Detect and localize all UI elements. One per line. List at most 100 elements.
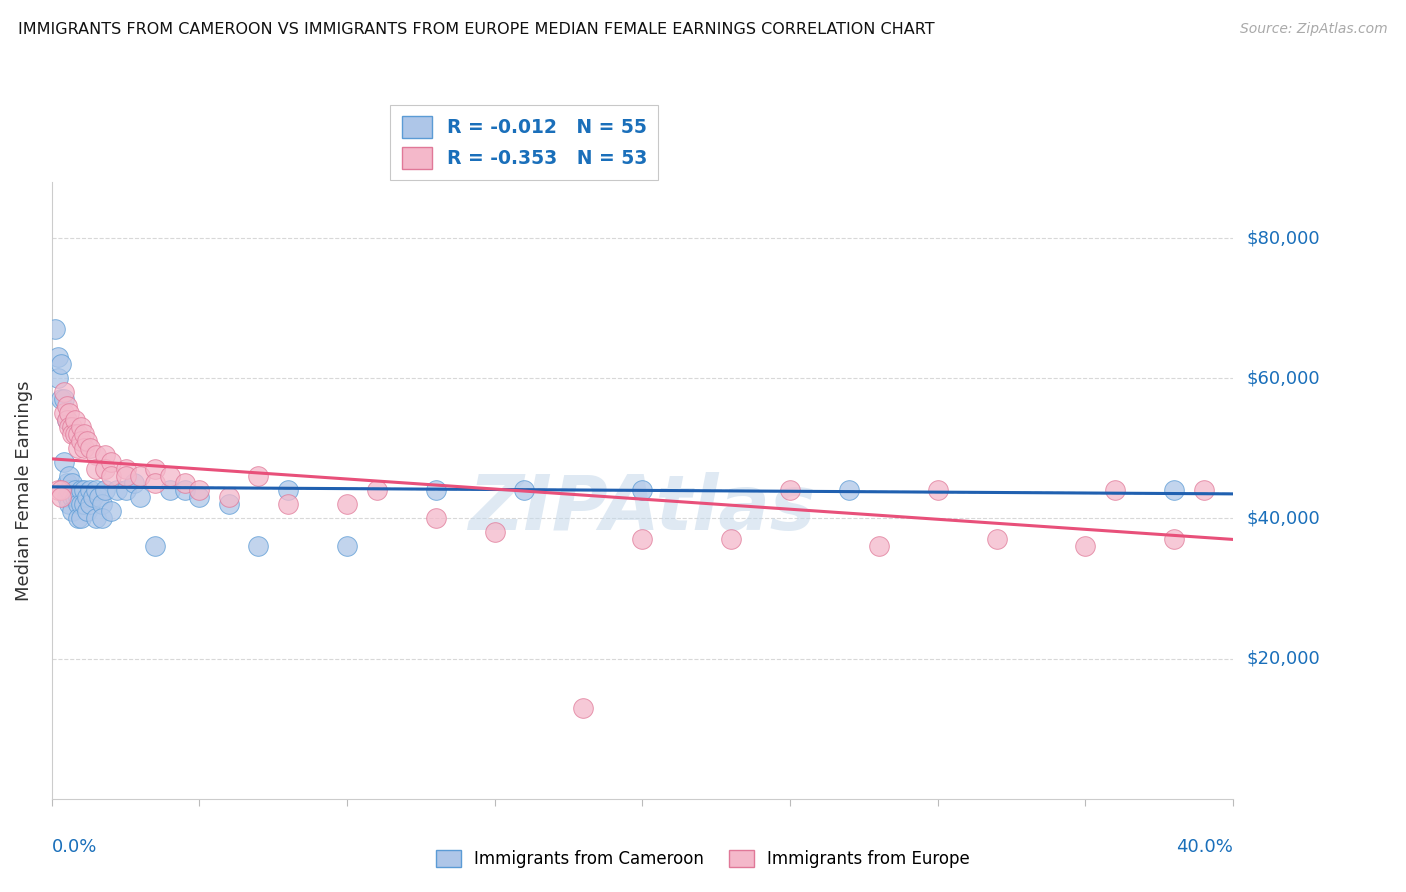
Point bbox=[94, 448, 117, 462]
Text: 40.0%: 40.0% bbox=[1177, 838, 1233, 855]
Point bbox=[73, 427, 96, 442]
Point bbox=[84, 448, 107, 462]
Point bbox=[114, 483, 136, 498]
Point bbox=[143, 462, 166, 476]
Point bbox=[188, 491, 211, 505]
Point bbox=[70, 483, 93, 498]
Point bbox=[720, 533, 742, 547]
Point bbox=[94, 483, 117, 498]
Point bbox=[1192, 483, 1215, 498]
Point bbox=[247, 469, 270, 483]
Point bbox=[91, 511, 114, 525]
Point bbox=[868, 540, 890, 554]
Text: $60,000: $60,000 bbox=[1247, 369, 1320, 387]
Point bbox=[58, 469, 80, 483]
Point bbox=[67, 442, 90, 456]
Point bbox=[94, 462, 117, 476]
Point bbox=[986, 533, 1008, 547]
Point bbox=[100, 504, 122, 518]
Point bbox=[62, 491, 84, 505]
Text: $80,000: $80,000 bbox=[1247, 229, 1320, 247]
Point bbox=[55, 399, 77, 413]
Point bbox=[838, 483, 860, 498]
Point bbox=[70, 497, 93, 511]
Point bbox=[79, 483, 101, 498]
Point bbox=[58, 483, 80, 498]
Point bbox=[100, 455, 122, 469]
Point bbox=[129, 469, 152, 483]
Point bbox=[159, 469, 181, 483]
Text: ZIPAtlas: ZIPAtlas bbox=[468, 472, 815, 546]
Point bbox=[73, 483, 96, 498]
Point bbox=[52, 455, 75, 469]
Point bbox=[49, 357, 72, 371]
Point bbox=[105, 483, 128, 498]
Point bbox=[52, 385, 75, 400]
Point bbox=[70, 511, 93, 525]
Point bbox=[62, 427, 84, 442]
Point bbox=[129, 491, 152, 505]
Point bbox=[572, 700, 595, 714]
Point bbox=[67, 427, 90, 442]
Point bbox=[188, 483, 211, 498]
Y-axis label: Median Female Earnings: Median Female Earnings bbox=[15, 380, 32, 600]
Point bbox=[46, 483, 69, 498]
Point bbox=[1163, 483, 1185, 498]
Point bbox=[484, 525, 506, 540]
Point bbox=[67, 491, 90, 505]
Point bbox=[159, 483, 181, 498]
Point bbox=[277, 483, 299, 498]
Text: Source: ZipAtlas.com: Source: ZipAtlas.com bbox=[1240, 22, 1388, 37]
Point bbox=[76, 504, 98, 518]
Point bbox=[114, 462, 136, 476]
Legend: R = -0.012   N = 55, R = -0.353   N = 53: R = -0.012 N = 55, R = -0.353 N = 53 bbox=[391, 105, 658, 180]
Point bbox=[65, 427, 87, 442]
Point bbox=[927, 483, 949, 498]
Point bbox=[100, 469, 122, 483]
Text: IMMIGRANTS FROM CAMEROON VS IMMIGRANTS FROM EUROPE MEDIAN FEMALE EARNINGS CORREL: IMMIGRANTS FROM CAMEROON VS IMMIGRANTS F… bbox=[18, 22, 935, 37]
Point bbox=[1104, 483, 1126, 498]
Point bbox=[143, 476, 166, 491]
Point bbox=[277, 497, 299, 511]
Point bbox=[58, 497, 80, 511]
Point bbox=[73, 442, 96, 456]
Point bbox=[65, 413, 87, 427]
Point bbox=[49, 483, 72, 498]
Point bbox=[173, 483, 195, 498]
Point bbox=[247, 540, 270, 554]
Point bbox=[58, 420, 80, 434]
Text: 0.0%: 0.0% bbox=[52, 838, 97, 855]
Point bbox=[84, 462, 107, 476]
Point bbox=[52, 392, 75, 407]
Point bbox=[84, 483, 107, 498]
Point bbox=[70, 420, 93, 434]
Point bbox=[55, 413, 77, 427]
Point bbox=[79, 497, 101, 511]
Point bbox=[218, 491, 240, 505]
Point bbox=[76, 491, 98, 505]
Point bbox=[65, 491, 87, 505]
Point bbox=[114, 469, 136, 483]
Point bbox=[55, 476, 77, 491]
Point bbox=[173, 476, 195, 491]
Point bbox=[631, 483, 654, 498]
Point bbox=[49, 392, 72, 407]
Point bbox=[124, 476, 146, 491]
Point bbox=[425, 511, 447, 525]
Point bbox=[366, 483, 388, 498]
Text: $20,000: $20,000 bbox=[1247, 649, 1320, 667]
Point bbox=[87, 491, 110, 505]
Point bbox=[513, 483, 536, 498]
Point bbox=[65, 483, 87, 498]
Point bbox=[55, 413, 77, 427]
Point bbox=[70, 434, 93, 449]
Point bbox=[631, 533, 654, 547]
Point bbox=[52, 406, 75, 420]
Point bbox=[62, 420, 84, 434]
Point bbox=[779, 483, 801, 498]
Point bbox=[1074, 540, 1097, 554]
Point bbox=[67, 497, 90, 511]
Point bbox=[73, 497, 96, 511]
Point bbox=[49, 491, 72, 505]
Point bbox=[1163, 533, 1185, 547]
